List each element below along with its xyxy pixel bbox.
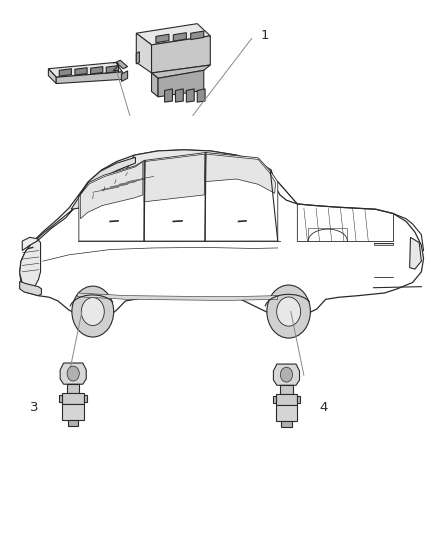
Polygon shape — [152, 73, 158, 97]
Circle shape — [72, 286, 114, 337]
Polygon shape — [152, 36, 210, 73]
Circle shape — [277, 297, 300, 326]
Polygon shape — [205, 152, 278, 241]
Polygon shape — [158, 70, 204, 97]
Polygon shape — [71, 157, 135, 209]
Polygon shape — [20, 281, 42, 296]
Polygon shape — [173, 33, 186, 41]
Polygon shape — [79, 160, 144, 241]
Polygon shape — [75, 68, 87, 75]
Polygon shape — [20, 150, 424, 319]
Polygon shape — [20, 240, 41, 290]
Polygon shape — [410, 237, 421, 269]
Polygon shape — [273, 364, 300, 385]
Polygon shape — [81, 161, 143, 219]
Polygon shape — [205, 154, 276, 193]
Polygon shape — [121, 71, 127, 82]
Polygon shape — [59, 395, 62, 402]
Text: 2: 2 — [113, 61, 121, 74]
Polygon shape — [276, 394, 297, 406]
Polygon shape — [144, 152, 206, 241]
Polygon shape — [176, 89, 184, 102]
Polygon shape — [281, 421, 292, 426]
Polygon shape — [374, 243, 393, 245]
Circle shape — [81, 297, 104, 326]
Polygon shape — [156, 34, 169, 43]
Polygon shape — [67, 384, 79, 393]
Polygon shape — [152, 65, 210, 78]
Polygon shape — [62, 393, 84, 405]
Polygon shape — [56, 72, 122, 84]
Text: 3: 3 — [30, 400, 38, 414]
Polygon shape — [68, 420, 78, 425]
Circle shape — [267, 285, 311, 338]
Polygon shape — [136, 33, 152, 73]
Polygon shape — [136, 23, 210, 45]
Polygon shape — [84, 395, 87, 402]
Circle shape — [280, 367, 293, 382]
Polygon shape — [91, 67, 103, 74]
Polygon shape — [60, 363, 86, 384]
Polygon shape — [186, 89, 194, 102]
Text: 4: 4 — [319, 400, 328, 414]
Polygon shape — [191, 31, 204, 39]
Polygon shape — [101, 150, 273, 225]
Text: 1: 1 — [260, 29, 269, 42]
Polygon shape — [48, 69, 56, 84]
Polygon shape — [165, 89, 173, 102]
Polygon shape — [106, 66, 118, 73]
Polygon shape — [144, 154, 205, 202]
Polygon shape — [78, 293, 278, 301]
Polygon shape — [22, 237, 39, 251]
Polygon shape — [48, 62, 122, 77]
Polygon shape — [59, 69, 71, 76]
Polygon shape — [62, 405, 84, 420]
Circle shape — [67, 366, 79, 381]
Polygon shape — [297, 396, 300, 403]
Polygon shape — [197, 89, 205, 102]
Polygon shape — [280, 385, 293, 394]
Polygon shape — [272, 396, 276, 403]
Polygon shape — [276, 406, 297, 421]
Polygon shape — [136, 52, 139, 64]
Polygon shape — [116, 60, 127, 69]
Polygon shape — [23, 159, 156, 262]
